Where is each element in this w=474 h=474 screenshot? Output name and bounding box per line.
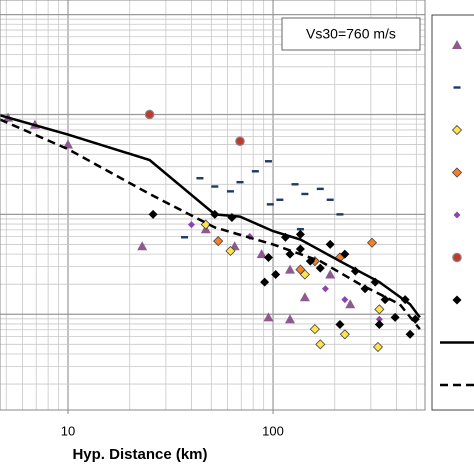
data-point bbox=[226, 190, 234, 193]
data-point bbox=[315, 263, 325, 273]
data-point bbox=[285, 264, 296, 274]
data-point bbox=[405, 329, 415, 339]
data-point bbox=[296, 228, 304, 231]
data-point bbox=[335, 319, 345, 329]
line-series bbox=[0, 118, 421, 330]
data-point bbox=[251, 170, 259, 173]
plot-frame bbox=[0, 0, 426, 411]
data-point bbox=[340, 249, 350, 259]
data-point bbox=[271, 270, 281, 280]
data-point bbox=[380, 295, 390, 305]
legend-marker bbox=[452, 295, 462, 305]
legend-marker bbox=[451, 167, 463, 178]
data-point bbox=[266, 203, 274, 206]
data-point bbox=[196, 177, 204, 180]
legend-box bbox=[431, 14, 474, 411]
annotation-box bbox=[281, 17, 421, 51]
data-point bbox=[263, 252, 273, 262]
data-point bbox=[321, 285, 329, 293]
legend-marker bbox=[451, 124, 463, 136]
data-point bbox=[285, 249, 295, 259]
data-point bbox=[345, 299, 356, 309]
data-point bbox=[295, 244, 305, 254]
data-point bbox=[225, 245, 236, 257]
data-point bbox=[299, 292, 310, 302]
data-point bbox=[372, 341, 384, 353]
data-point bbox=[264, 160, 272, 163]
data-point bbox=[295, 264, 306, 275]
data-point bbox=[260, 277, 270, 287]
data-point bbox=[236, 180, 244, 184]
annotation: Vs30=760 m/s bbox=[306, 26, 396, 42]
data-point bbox=[336, 213, 344, 216]
plot-marks bbox=[0, 109, 421, 353]
data-point bbox=[295, 229, 305, 239]
legend-marker bbox=[452, 252, 462, 263]
data-point bbox=[62, 139, 73, 149]
data-point bbox=[341, 296, 349, 304]
data-point bbox=[211, 185, 219, 188]
data-point bbox=[180, 236, 188, 239]
data-point bbox=[366, 237, 378, 248]
legend-marker bbox=[453, 211, 461, 219]
data-point bbox=[375, 315, 383, 323]
data-point bbox=[235, 136, 245, 147]
data-point bbox=[390, 312, 400, 322]
data-point bbox=[339, 329, 350, 340]
data-point bbox=[187, 221, 195, 229]
data-point bbox=[263, 312, 274, 322]
data-point bbox=[326, 198, 334, 201]
data-point bbox=[360, 284, 370, 294]
x-axis-label: Hyp. Distance (km) bbox=[72, 446, 207, 463]
x-tick-label: 100 bbox=[262, 423, 284, 438]
data-point bbox=[301, 192, 309, 196]
data-point bbox=[137, 241, 148, 251]
data-point bbox=[276, 198, 284, 201]
data-point bbox=[256, 249, 267, 259]
data-point bbox=[144, 109, 155, 120]
grid bbox=[0, 0, 425, 410]
data-point bbox=[325, 239, 335, 249]
legend-marker bbox=[452, 40, 462, 49]
data-point bbox=[410, 314, 420, 324]
data-point bbox=[315, 339, 326, 350]
data-point bbox=[325, 269, 336, 279]
data-point bbox=[309, 324, 320, 335]
data-point bbox=[285, 314, 296, 324]
legend bbox=[440, 40, 474, 387]
data-point bbox=[316, 187, 324, 191]
data-point bbox=[374, 319, 384, 329]
legend-marker bbox=[453, 86, 461, 89]
data-point bbox=[291, 183, 299, 186]
data-point bbox=[148, 209, 158, 219]
x-tick-label: 10 bbox=[61, 423, 75, 438]
line-series bbox=[0, 114, 421, 319]
data-point bbox=[213, 236, 224, 247]
data-point bbox=[374, 304, 385, 315]
